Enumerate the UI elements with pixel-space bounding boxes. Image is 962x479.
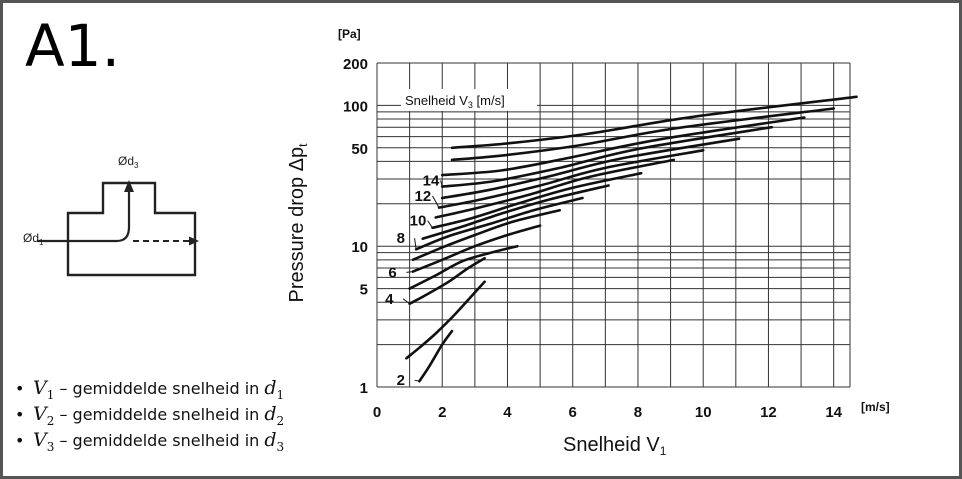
y-axis-label: Pressure drop Δpt — [288, 143, 310, 303]
diameter-symbol: d3 — [264, 429, 285, 454]
x-axis-label: Snelheid V1 — [563, 434, 667, 458]
legend-title: Snelheid V3 [m/s] — [401, 89, 537, 111]
series-label-leader — [432, 195, 440, 208]
diameter-symbol: d1 — [264, 377, 285, 402]
series-label-leader — [406, 271, 413, 273]
series-label: 4 — [385, 291, 394, 308]
x-unit-label: [m/s] — [861, 400, 890, 414]
x-tick-label: 8 — [634, 404, 642, 421]
velocity-symbol: V3 — [33, 429, 55, 454]
y-unit-label: [Pa] — [338, 27, 361, 41]
arrow-up-icon — [124, 180, 134, 192]
arrow-right-icon — [189, 236, 199, 246]
definition-item: • V1 – gemiddelde snelheid in d1 — [15, 377, 285, 402]
definition-text: – gemiddelde snelheid in — [54, 379, 265, 398]
series-label: 12 — [415, 188, 432, 205]
series-line — [450, 107, 835, 162]
figure-label: A1. — [25, 12, 121, 80]
flow-path-branch — [37, 189, 131, 243]
x-tick-label: 0 — [373, 404, 381, 421]
series-label-leader — [427, 220, 433, 229]
x-tick-label: 2 — [438, 404, 446, 421]
series-label-leader — [440, 180, 443, 187]
y-tick-label: 5 — [360, 282, 368, 299]
series-line — [414, 196, 584, 251]
diameter-symbol: d2 — [264, 403, 285, 428]
definition-list: • V1 – gemiddelde snelheid in d1 • V2 – ge… — [15, 375, 285, 454]
y-tick-label: 50 — [351, 141, 368, 158]
series-line — [434, 158, 676, 219]
series-label: 6 — [388, 264, 396, 281]
series-label: 14 — [423, 172, 440, 189]
series-label: 8 — [397, 230, 405, 247]
series-line — [450, 95, 858, 150]
series-label: 2 — [397, 372, 405, 389]
series-line — [418, 329, 454, 383]
series-line — [411, 208, 561, 262]
series-line — [440, 125, 773, 188]
x-tick-label: 14 — [825, 404, 842, 421]
series-label-leader — [414, 238, 417, 250]
series-line — [411, 224, 542, 273]
tee-outline — [66, 181, 197, 277]
series-line — [440, 116, 806, 177]
series-line — [437, 149, 705, 209]
definition-item: • V3 – gemiddelde snelheid in d3 — [15, 429, 285, 454]
velocity-symbol: V1 — [33, 377, 55, 402]
series-label-leader — [414, 379, 420, 382]
x-tick-label: 4 — [503, 404, 512, 421]
svg-text:Snelheid V3 [m/s]: Snelheid V3 [m/s] — [405, 93, 505, 110]
velocity-symbol: V2 — [33, 403, 55, 428]
x-tick-label: 10 — [695, 404, 712, 421]
y-tick-label: 200 — [343, 56, 368, 73]
chart-series — [405, 95, 858, 383]
y-tick-label: 100 — [343, 98, 368, 115]
series-line — [431, 171, 643, 230]
series-line — [408, 244, 519, 290]
chart-grid — [376, 62, 851, 388]
series-line — [408, 257, 486, 306]
series-label: 10 — [410, 213, 427, 230]
definition-item: • V2 – gemiddelde snelheid in d2 — [15, 403, 285, 428]
x-tick-label: 6 — [569, 404, 577, 421]
definition-text: – gemiddelde snelheid in — [54, 405, 265, 424]
series-line — [440, 137, 741, 200]
series-line — [405, 280, 486, 360]
y-tick-label: 10 — [351, 239, 368, 256]
y-tick-label: 1 — [360, 380, 368, 397]
series-line — [421, 184, 610, 240]
label-d3: Ød3 — [118, 154, 139, 170]
label-d1: Ød1 — [23, 231, 44, 247]
tee-junction-diagram: Ød3 Ød1 — [23, 154, 199, 277]
x-tick-label: 12 — [760, 404, 777, 421]
pressure-drop-chart: 0 2 4 6 8 10 12 14 1 5 10 50 100 200 2 4 6 8 10 12 14 Pressu… — [286, 18, 913, 463]
definition-text: – gemiddelde snelheid in — [54, 431, 265, 450]
series-label-leader — [402, 298, 410, 305]
